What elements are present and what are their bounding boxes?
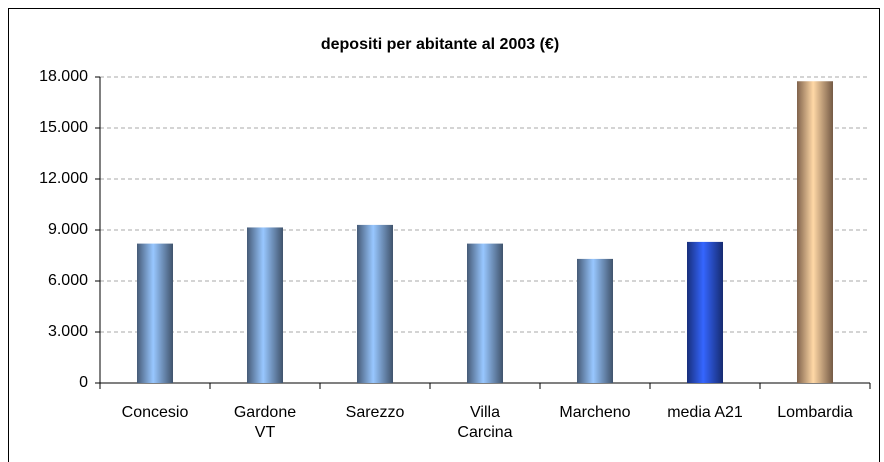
bar [577,258,613,383]
x-tick-label: Concesio [121,404,189,421]
x-tick-label: Lombardia [777,404,853,421]
bar [467,243,503,383]
x-tick-label: media A21 [667,404,743,421]
x-tick-label: Villa Carcina [457,404,513,441]
x-tick-label: Marcheno [559,404,631,421]
y-tick-label: 12.000 [39,170,88,187]
y-tick-label: 6.000 [48,272,88,289]
bar [357,224,393,383]
y-tick-label: 18.000 [39,68,88,85]
x-tick-label: Sarezzo [345,404,405,421]
y-tick-label: 15.000 [39,119,88,136]
chart-title: depositi per abitante al 2003 (€) [321,36,559,53]
chart-border [8,8,880,462]
y-tick-label: 0 [79,374,88,391]
x-tick-label: Gardone VT [233,404,297,441]
y-tick-label: 9.000 [48,221,88,238]
bar [247,227,283,383]
y-tick-label: 3.000 [48,323,88,340]
bar [687,241,723,383]
bar [137,243,173,383]
bar [797,81,833,383]
